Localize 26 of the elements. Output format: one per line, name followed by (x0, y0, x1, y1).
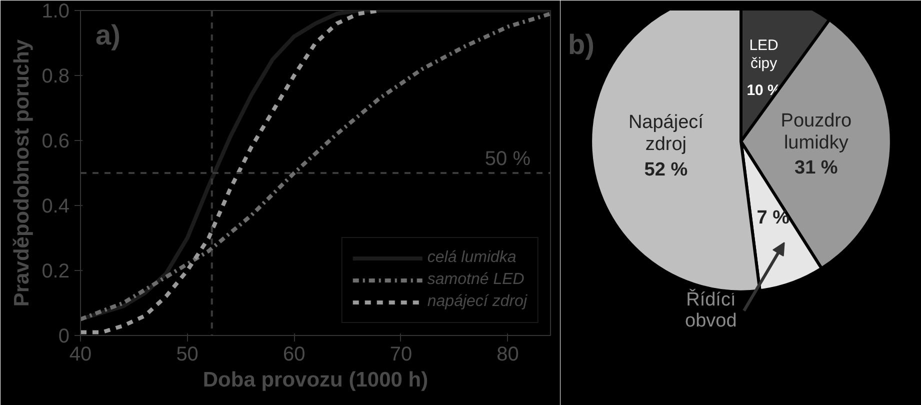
slice-label: Napájecí zdroj (628, 112, 704, 156)
data-label: 7 % (756, 207, 790, 228)
y-tick-label: 0 (58, 326, 70, 348)
slice-label: LED čipy (749, 37, 779, 72)
x-tick-label: 70 (390, 344, 412, 366)
legend-label: samotné LED (427, 271, 524, 289)
y-tick-label: 1.0 (42, 0, 70, 22)
slice-label: Řídící obvod (685, 288, 737, 332)
x-tick-label: 60 (283, 344, 306, 366)
annotation: a) (96, 20, 120, 50)
y-axis-title: Pravděpodobnost poruchy (10, 39, 34, 307)
legend-label: napájecí zdroj (427, 293, 527, 311)
text: b) (568, 29, 594, 60)
x-tick-label: 50 (176, 344, 198, 366)
legend-label: celá lumidka (427, 249, 516, 267)
data-label: 52 % (644, 159, 688, 180)
y-tick-label: 0.6 (42, 130, 70, 152)
x-tick-label: 80 (496, 344, 519, 366)
slice-label: Pouzdro lumidky (780, 110, 852, 154)
data-label: 31 % (794, 158, 838, 178)
x-axis-title: Doba provozu (1000 h) (202, 368, 428, 392)
ref-line-label: 50 % (484, 148, 531, 170)
y-tick-label: 0.8 (42, 66, 70, 88)
x-tick-label: 40 (69, 344, 92, 366)
y-tick-label: 0.4 (42, 196, 70, 218)
y-tick-label: 0.2 (42, 260, 70, 282)
